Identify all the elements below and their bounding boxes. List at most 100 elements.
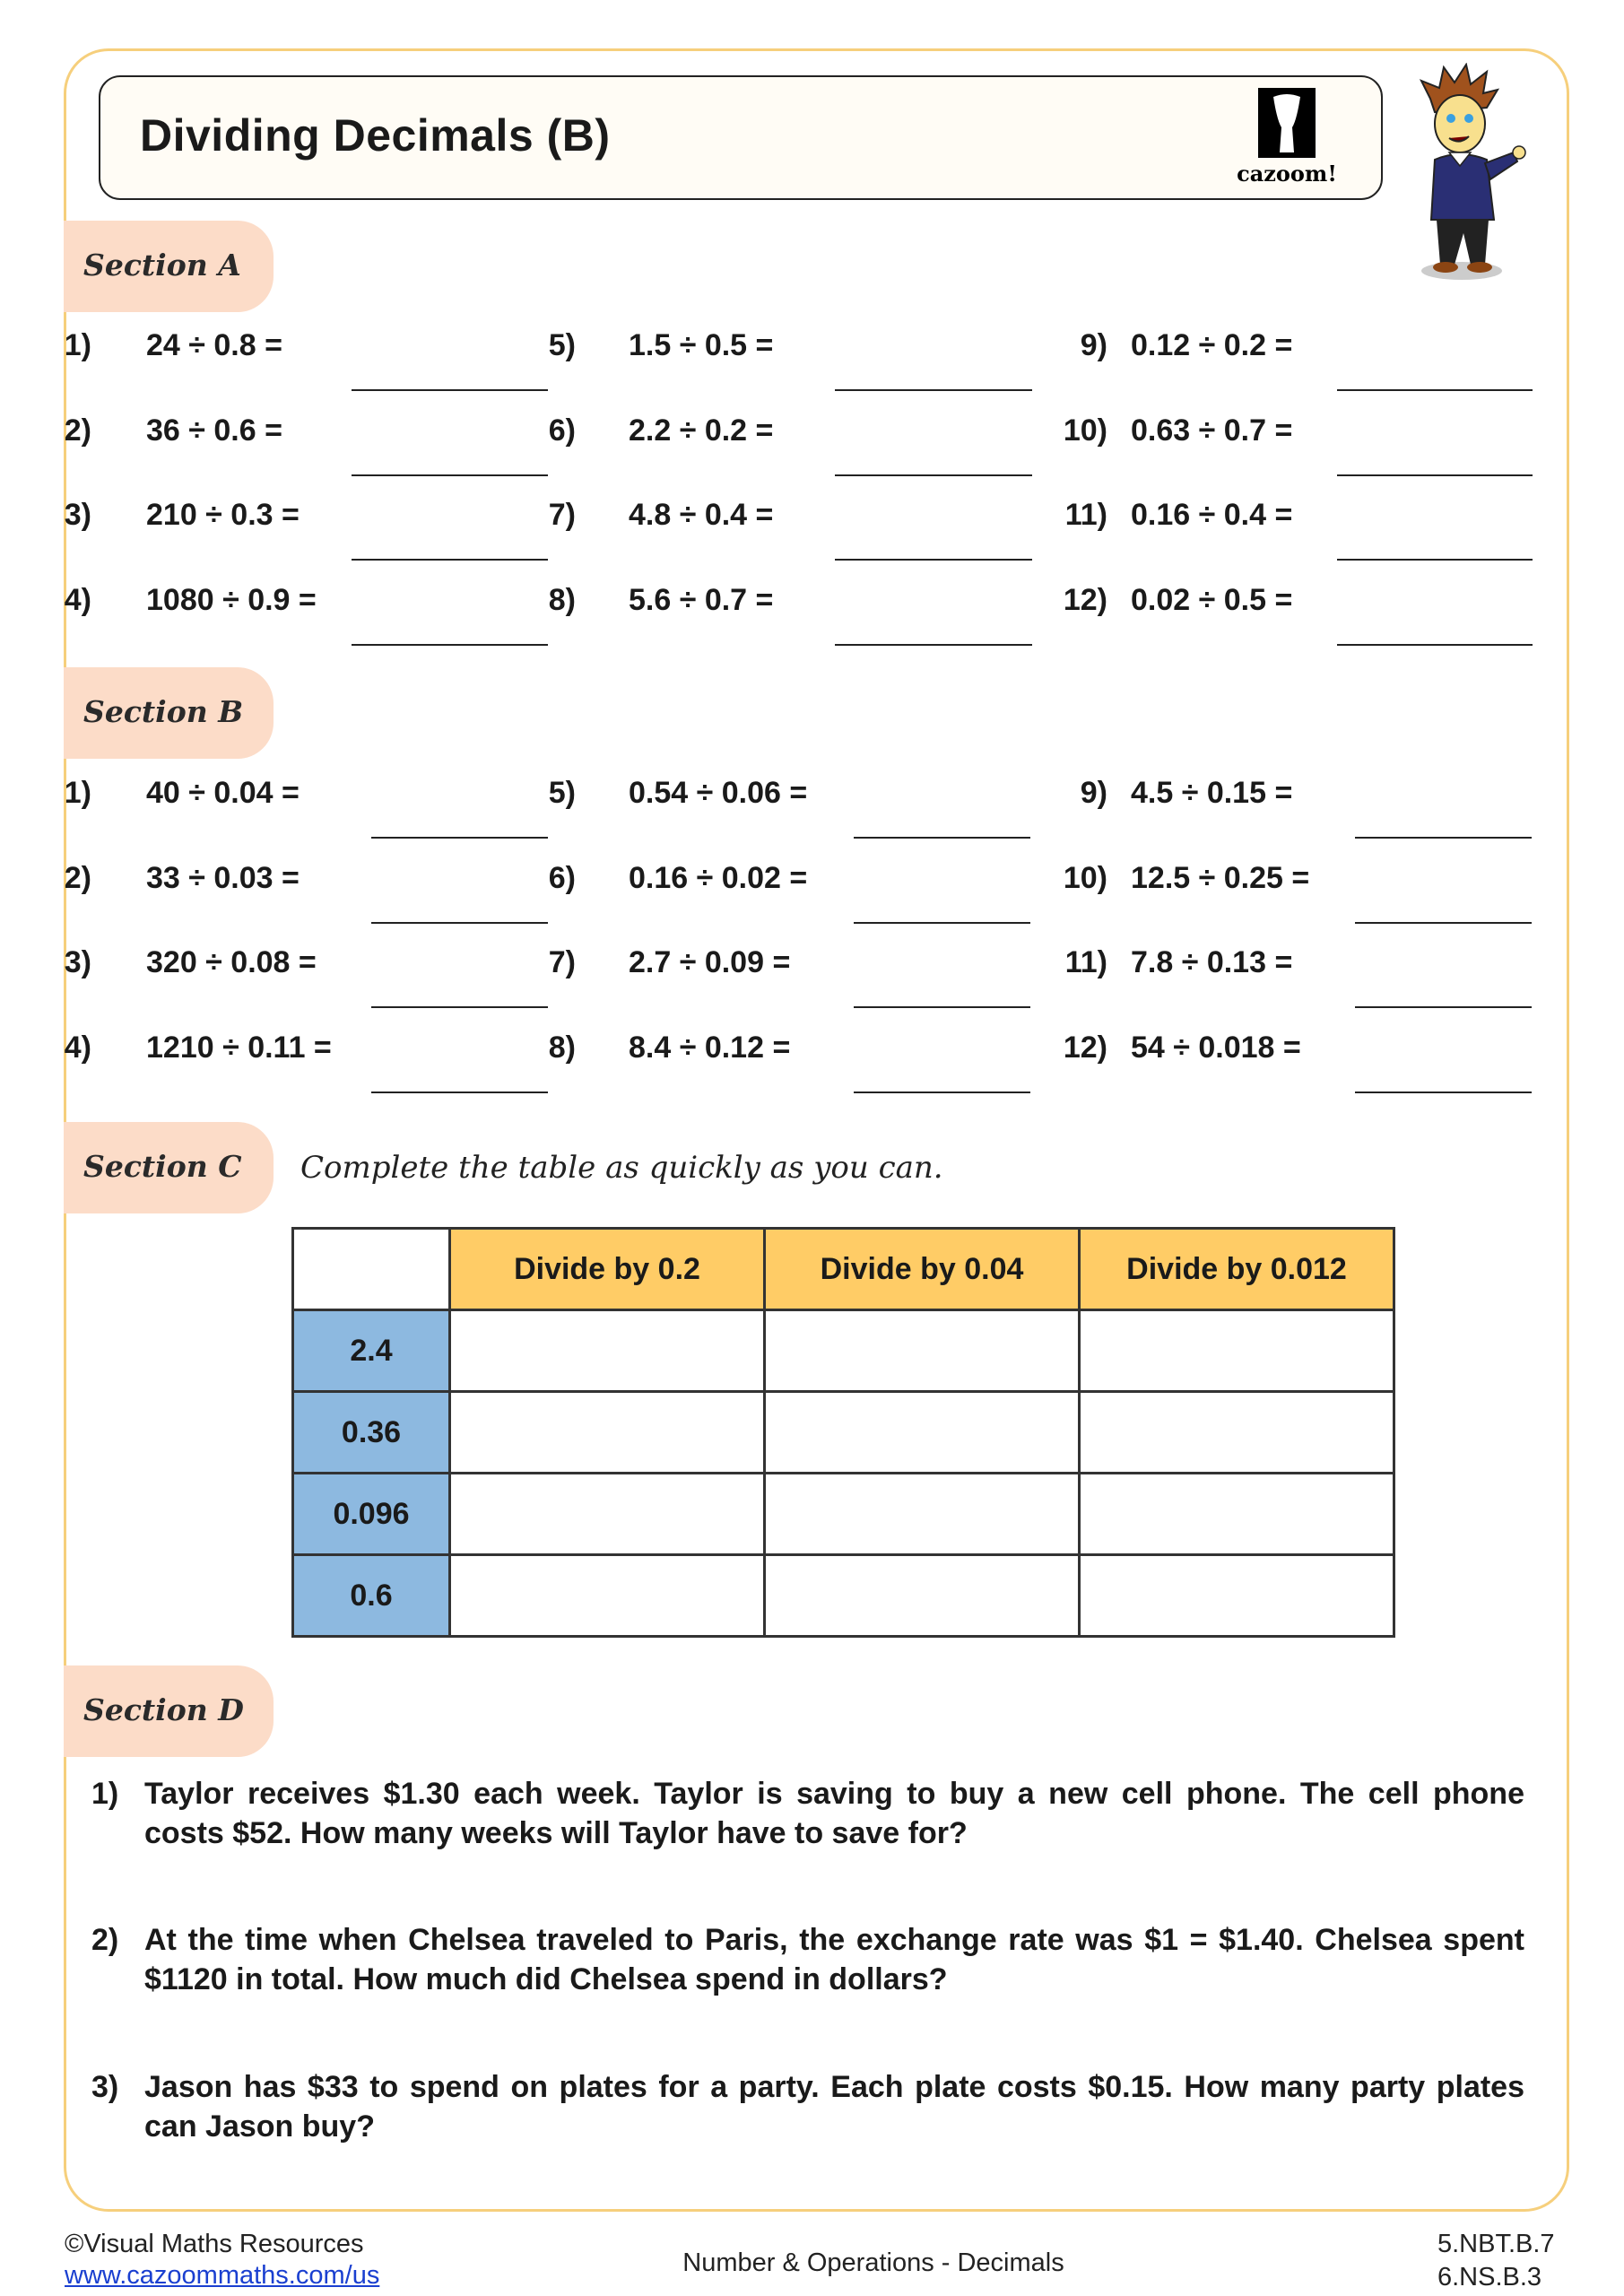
answer-line[interactable] bbox=[1337, 389, 1533, 391]
answer-line[interactable] bbox=[352, 389, 548, 391]
answer-cell[interactable] bbox=[763, 1553, 1081, 1638]
question-expression: 40 ÷ 0.04 = bbox=[146, 776, 300, 810]
footer-copyright: ©Visual Maths Resources bbox=[65, 2230, 364, 2258]
question-expression: 0.12 ÷ 0.2 = bbox=[1131, 328, 1293, 362]
page-title: Dividing Decimals (B) bbox=[140, 110, 611, 161]
question-number: 4) bbox=[64, 1031, 91, 1065]
table-header-cell: Divide by 0.2 bbox=[448, 1227, 766, 1311]
question-number: 2) bbox=[64, 413, 91, 448]
question-text: At the time when Chelsea traveled to Par… bbox=[144, 1923, 1524, 1996]
answer-line[interactable] bbox=[1355, 1091, 1532, 1093]
answer-line[interactable] bbox=[1337, 644, 1533, 646]
table-row-header: 0.6 bbox=[291, 1553, 451, 1638]
table-header-row: Divide by 0.2 Divide by 0.04 Divide by 0… bbox=[291, 1227, 1395, 1311]
answer-line[interactable] bbox=[371, 1091, 548, 1093]
answer-line[interactable] bbox=[371, 1006, 548, 1008]
answer-line[interactable] bbox=[1355, 1006, 1532, 1008]
answer-line[interactable] bbox=[352, 474, 548, 476]
answer-line[interactable] bbox=[1337, 474, 1533, 476]
answer-cell[interactable] bbox=[1078, 1553, 1395, 1638]
question-number: 9) bbox=[1080, 328, 1107, 362]
question-text: Taylor receives $1.30 each week. Taylor … bbox=[144, 1777, 1524, 1850]
table-corner-cell bbox=[291, 1227, 451, 1311]
question-expression: 33 ÷ 0.03 = bbox=[146, 861, 300, 895]
answer-line[interactable] bbox=[352, 559, 548, 561]
answer-cell[interactable] bbox=[448, 1553, 766, 1638]
answer-cell[interactable] bbox=[1078, 1472, 1395, 1556]
svg-text:cazoom!: cazoom! bbox=[1237, 161, 1337, 187]
question-number: 11) bbox=[1064, 945, 1107, 979]
question-number: 10) bbox=[1063, 413, 1107, 448]
answer-line[interactable] bbox=[352, 644, 548, 646]
question-expression: 0.16 ÷ 0.02 = bbox=[629, 861, 808, 895]
section-c-instruction: Complete the table as quickly as you can… bbox=[300, 1150, 943, 1186]
question-expression: 8.4 ÷ 0.12 = bbox=[629, 1031, 791, 1065]
section-b-tab: Section B bbox=[64, 667, 274, 759]
table-row: 0.6 bbox=[291, 1553, 1395, 1638]
answer-line[interactable] bbox=[835, 559, 1032, 561]
question-number: 7) bbox=[548, 945, 576, 979]
answer-line[interactable] bbox=[854, 837, 1030, 839]
question-expression: 1210 ÷ 0.11 = bbox=[146, 1031, 332, 1065]
answer-cell[interactable] bbox=[763, 1472, 1081, 1556]
footer-topic: Number & Operations - Decimals bbox=[682, 2248, 1064, 2277]
section-c-label: Section C bbox=[83, 1149, 242, 1184]
answer-cell[interactable] bbox=[763, 1309, 1081, 1393]
question-number: 2) bbox=[91, 1923, 119, 1957]
question-number: 3) bbox=[64, 945, 91, 979]
answer-cell[interactable] bbox=[448, 1472, 766, 1556]
footer-link[interactable]: www.cazoommaths.com/us bbox=[65, 2261, 380, 2290]
section-b-label: Section B bbox=[83, 694, 244, 729]
answer-line[interactable] bbox=[835, 389, 1032, 391]
question-expression: 2.7 ÷ 0.09 = bbox=[629, 945, 791, 979]
mascot-boy-illustration bbox=[1419, 63, 1526, 280]
table-row-header: 2.4 bbox=[291, 1309, 451, 1393]
question-number: 8) bbox=[548, 1031, 576, 1065]
answer-line[interactable] bbox=[854, 922, 1030, 924]
title-box: Dividing Decimals (B) cazoom! bbox=[99, 75, 1383, 200]
answer-line[interactable] bbox=[854, 1091, 1030, 1093]
answer-line[interactable] bbox=[854, 1006, 1030, 1008]
answer-line[interactable] bbox=[1355, 922, 1532, 924]
table-row-header: 0.096 bbox=[291, 1472, 451, 1556]
table-header-cell: Divide by 0.012 bbox=[1078, 1227, 1395, 1311]
question-number: 6) bbox=[548, 861, 576, 895]
answer-line[interactable] bbox=[835, 644, 1032, 646]
question-number: 2) bbox=[64, 861, 91, 895]
answer-line[interactable] bbox=[1337, 559, 1533, 561]
section-a-label: Section A bbox=[83, 248, 241, 283]
question-expression: 12.5 ÷ 0.25 = bbox=[1131, 861, 1310, 895]
answer-line[interactable] bbox=[835, 474, 1032, 476]
answer-cell[interactable] bbox=[763, 1390, 1081, 1474]
question-expression: 210 ÷ 0.3 = bbox=[146, 498, 300, 532]
answer-line[interactable] bbox=[371, 922, 548, 924]
table-row: 0.36 bbox=[291, 1390, 1395, 1474]
question-number: 5) bbox=[548, 328, 576, 362]
answer-cell[interactable] bbox=[448, 1309, 766, 1393]
question-expression: 320 ÷ 0.08 = bbox=[146, 945, 317, 979]
answer-line[interactable] bbox=[371, 837, 548, 839]
question-expression: 54 ÷ 0.018 = bbox=[1131, 1031, 1301, 1065]
question-number: 5) bbox=[548, 776, 576, 810]
footer-standard: 6.NS.B.3 bbox=[1437, 2263, 1542, 2292]
table-row: 0.096 bbox=[291, 1472, 1395, 1556]
question-number: 1) bbox=[64, 328, 91, 362]
question-number: 8) bbox=[548, 583, 576, 617]
answer-cell[interactable] bbox=[448, 1390, 766, 1474]
question-expression: 36 ÷ 0.6 = bbox=[146, 413, 282, 448]
answer-cell[interactable] bbox=[1078, 1390, 1395, 1474]
question-expression: 4.5 ÷ 0.15 = bbox=[1131, 776, 1293, 810]
section-c-tab: Section C bbox=[64, 1122, 274, 1213]
table-row-header: 0.36 bbox=[291, 1390, 451, 1474]
question-number: 6) bbox=[548, 413, 576, 448]
question-expression: 4.8 ÷ 0.4 = bbox=[629, 498, 774, 532]
question-expression: 0.54 ÷ 0.06 = bbox=[629, 776, 808, 810]
question-expression: 0.63 ÷ 0.7 = bbox=[1131, 413, 1293, 448]
answer-cell[interactable] bbox=[1078, 1309, 1395, 1393]
section-d-label: Section D bbox=[83, 1692, 244, 1727]
answer-line[interactable] bbox=[1355, 837, 1532, 839]
table-header-cell: Divide by 0.04 bbox=[763, 1227, 1081, 1311]
question-expression: 1080 ÷ 0.9 = bbox=[146, 583, 317, 617]
question-number: 12) bbox=[1063, 583, 1107, 617]
footer-standard: 5.NBT.B.7 bbox=[1437, 2230, 1555, 2258]
